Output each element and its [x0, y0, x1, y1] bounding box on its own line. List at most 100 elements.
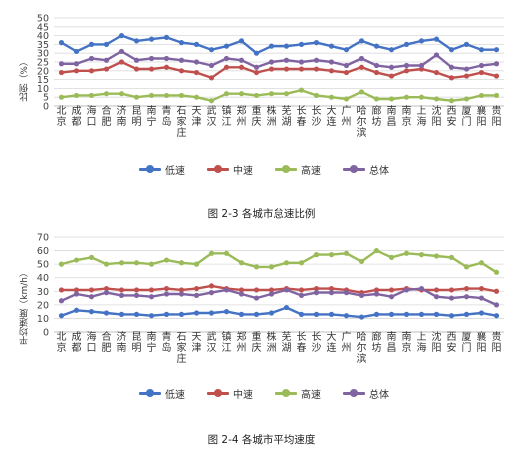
data-point-all	[178, 57, 185, 63]
data-point-low	[133, 38, 140, 44]
data-point-low	[478, 47, 485, 53]
y-tick-label: 0	[43, 328, 49, 339]
data-point-high	[223, 250, 230, 256]
data-point-mid	[238, 64, 245, 70]
data-point-mid	[298, 287, 305, 293]
x-tick-label: 昆明	[132, 105, 142, 128]
data-point-low	[328, 311, 335, 317]
data-point-mid	[448, 75, 455, 81]
legend-swatch-all	[343, 164, 365, 174]
x-tick-label: 长春	[297, 105, 307, 128]
data-point-low	[178, 311, 185, 317]
data-point-low	[343, 47, 350, 53]
data-point-mid	[373, 69, 380, 76]
data-point-high	[133, 260, 140, 266]
data-point-low	[313, 311, 320, 317]
series-line-mid	[61, 60, 497, 80]
y-tick-label: 30	[37, 49, 49, 60]
data-point-high	[373, 96, 380, 102]
data-point-low	[373, 43, 380, 49]
data-point-high	[433, 96, 440, 102]
data-point-all	[178, 291, 185, 297]
x-tick-label: 南宁	[147, 330, 157, 354]
x-tick-label: 长春	[297, 331, 307, 354]
data-point-mid	[463, 285, 470, 292]
y-tick-label: 10	[37, 314, 49, 325]
legend-item-high: 高速	[275, 386, 321, 401]
x-tick-label: 郑州	[237, 330, 247, 354]
data-point-mid	[493, 288, 500, 294]
data-point-mid	[88, 68, 95, 74]
data-point-low	[493, 313, 500, 319]
data-point-low	[88, 41, 95, 48]
x-tick-label: 沈阳	[432, 104, 442, 128]
data-point-all	[343, 290, 350, 296]
data-point-all	[418, 62, 425, 69]
data-point-mid	[433, 69, 440, 76]
data-point-high	[163, 92, 170, 99]
y-tick-label: 20	[37, 66, 49, 77]
legend-swatch-low	[139, 388, 161, 398]
data-point-high	[283, 260, 290, 266]
data-point-low	[133, 311, 140, 317]
data-point-high	[118, 260, 125, 266]
data-point-mid	[133, 66, 140, 72]
data-point-high	[238, 91, 245, 97]
x-tick-label: 襄阳	[477, 104, 487, 128]
x-tick-label: 广州	[342, 331, 352, 354]
data-point-low	[283, 304, 290, 311]
y-tick-label: 50	[37, 14, 49, 25]
data-point-all	[313, 290, 320, 296]
data-point-all	[448, 295, 455, 301]
series-line-all	[61, 50, 497, 71]
data-point-all	[148, 294, 155, 300]
y-tick-label: 40	[37, 273, 49, 284]
data-point-mid	[208, 75, 215, 81]
x-tick-label: 厦门	[462, 331, 472, 354]
data-point-high	[283, 91, 290, 97]
data-point-low	[433, 311, 440, 317]
data-point-high	[73, 92, 80, 99]
data-point-high	[388, 254, 395, 260]
data-point-mid	[118, 287, 125, 293]
data-point-high	[463, 96, 470, 102]
data-point-all	[283, 57, 290, 63]
data-point-low	[253, 50, 260, 56]
data-point-mid	[148, 287, 155, 293]
data-point-all	[208, 290, 215, 296]
data-point-high	[478, 260, 485, 266]
x-tick-label: 重庆	[252, 330, 262, 354]
data-point-high	[403, 94, 410, 100]
x-tick-label: 成都	[72, 105, 82, 128]
series-line-high	[61, 249, 498, 274]
x-tick-label: 芜湖	[282, 104, 292, 128]
data-point-all	[313, 57, 320, 63]
data-point-low	[73, 307, 80, 313]
data-point-high	[208, 250, 215, 256]
data-point-mid	[103, 285, 110, 292]
x-tick-label: 贵阳	[492, 104, 502, 128]
data-point-all	[463, 66, 470, 72]
data-point-high	[253, 264, 260, 270]
data-point-all	[193, 59, 200, 65]
data-point-low	[73, 48, 80, 55]
y-tick-label: 25	[37, 58, 49, 69]
legend-swatch-mid	[207, 164, 229, 174]
data-point-low	[58, 40, 65, 46]
x-tick-label: 哈尔滨	[357, 104, 367, 139]
data-point-mid	[358, 64, 365, 70]
data-point-high	[388, 96, 395, 102]
x-tick-label: 沈阳	[432, 330, 442, 354]
data-point-mid	[58, 287, 65, 293]
data-point-mid	[253, 69, 260, 76]
x-tick-label: 武汉	[207, 330, 217, 354]
data-point-low	[328, 43, 335, 49]
data-point-all	[103, 290, 110, 296]
data-point-mid	[73, 68, 80, 74]
data-point-high	[253, 92, 260, 99]
data-point-mid	[133, 287, 140, 293]
data-point-high	[298, 87, 305, 93]
x-tick-label: 哈尔滨	[357, 330, 367, 365]
data-point-low	[88, 309, 95, 315]
data-point-high	[493, 269, 500, 275]
